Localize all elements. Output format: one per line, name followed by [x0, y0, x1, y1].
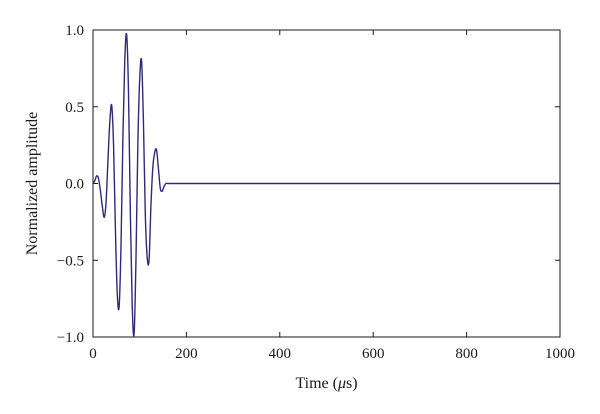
x-tick-label: 400: [269, 346, 292, 362]
y-tick-labels: 1.0 0.5 0.0 −0.5 −1.0: [57, 23, 84, 346]
x-tick-label: 800: [455, 346, 478, 362]
y-tick-label: 0.0: [65, 177, 84, 193]
y-axis-label: Normalized amplitude: [24, 112, 41, 256]
x-axis-label: Time (μs): [295, 375, 357, 392]
x-tick-label: 0: [89, 346, 97, 362]
x-tick-label: 200: [175, 346, 198, 362]
x-tick-labels: 0 200 400 600 800 1000: [89, 346, 575, 362]
y-tick-label: −1.0: [57, 330, 84, 346]
x-tick-label: 1000: [545, 346, 575, 362]
y-tick-label: −0.5: [57, 253, 84, 269]
series-line: [92, 32, 560, 337]
y-tick-label: 1.0: [65, 23, 84, 39]
x-tick-label: 600: [362, 346, 385, 362]
y-tick-label: 0.5: [65, 100, 84, 116]
